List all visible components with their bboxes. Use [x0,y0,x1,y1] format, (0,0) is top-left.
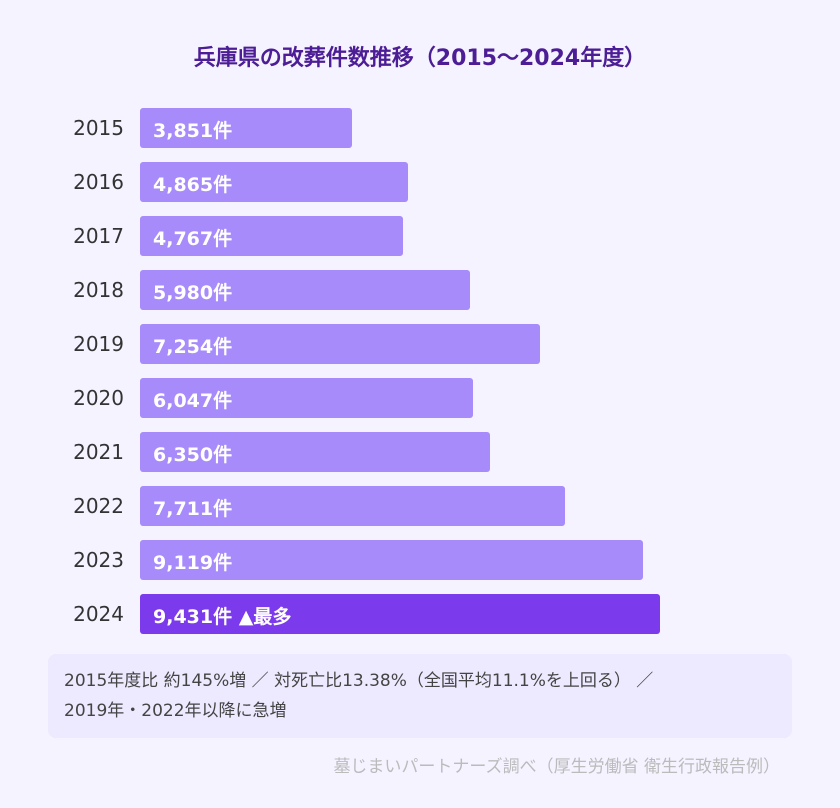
bar-row: 2023 9,119件 [0,540,840,580]
summary-note: 2015年度比 約145%増 ／ 対死亡比13.38%（全国平均11.1%を上回… [48,654,792,738]
data-label: 4,865件 [153,174,233,196]
bar-row: 2021 6,350件 [0,432,840,472]
bar-row: 2022 7,711件 [0,486,840,526]
y-tick-label: 2017 [73,224,124,248]
bar-row: 2015 3,851件 [0,108,840,148]
chart-title: 兵庫県の改葬件数推移（2015〜2024年度） [193,46,647,71]
y-tick-label: 2015 [73,116,124,140]
data-label: 5,980件 [153,282,233,304]
data-label: 3,851件 [153,120,233,142]
bar [140,432,491,472]
y-tick-label: 2023 [73,548,124,572]
y-tick-label: 2022 [73,494,124,518]
data-label: 6,047件 [153,390,233,412]
bar [140,540,643,580]
bar-row: 2018 5,980件 [0,270,840,310]
data-label: 6,350件 [153,444,233,466]
data-label: 9,119件 [153,552,233,574]
y-tick-label: 2024 [73,602,124,626]
y-tick-label: 2020 [73,386,124,410]
bar-row: 2020 6,047件 [0,378,840,418]
bar [140,594,660,634]
bar [140,108,353,148]
data-label: 7,711件 [153,498,233,520]
bar [140,486,566,526]
bar [140,270,470,310]
bar [140,216,403,256]
bar [140,162,409,202]
y-tick-label: 2019 [73,332,124,356]
note-line-1: 2015年度比 約145%増 ／ 対死亡比13.38%（全国平均11.1%を上回… [64,671,654,691]
bar-row: 2016 4,865件 [0,162,840,202]
y-tick-label: 2016 [73,170,124,194]
data-label: 4,767件 [153,228,233,250]
bar-row: 2019 7,254件 [0,324,840,364]
bar-row: 2024 9,431件 ▲最多 [0,594,840,634]
y-tick-label: 2018 [73,278,124,302]
bar [140,324,540,364]
data-label: 7,254件 [153,336,233,358]
source-caption: 墓じまいパートナーズ調べ（厚生労働省 衛生行政報告例） [333,757,780,777]
bar-row: 2017 4,767件 [0,216,840,256]
data-label: 9,431件 ▲最多 [153,606,292,628]
y-tick-label: 2021 [73,440,124,464]
note-line-2: 2019年・2022年以降に急増 [64,701,287,721]
bar [140,378,474,418]
